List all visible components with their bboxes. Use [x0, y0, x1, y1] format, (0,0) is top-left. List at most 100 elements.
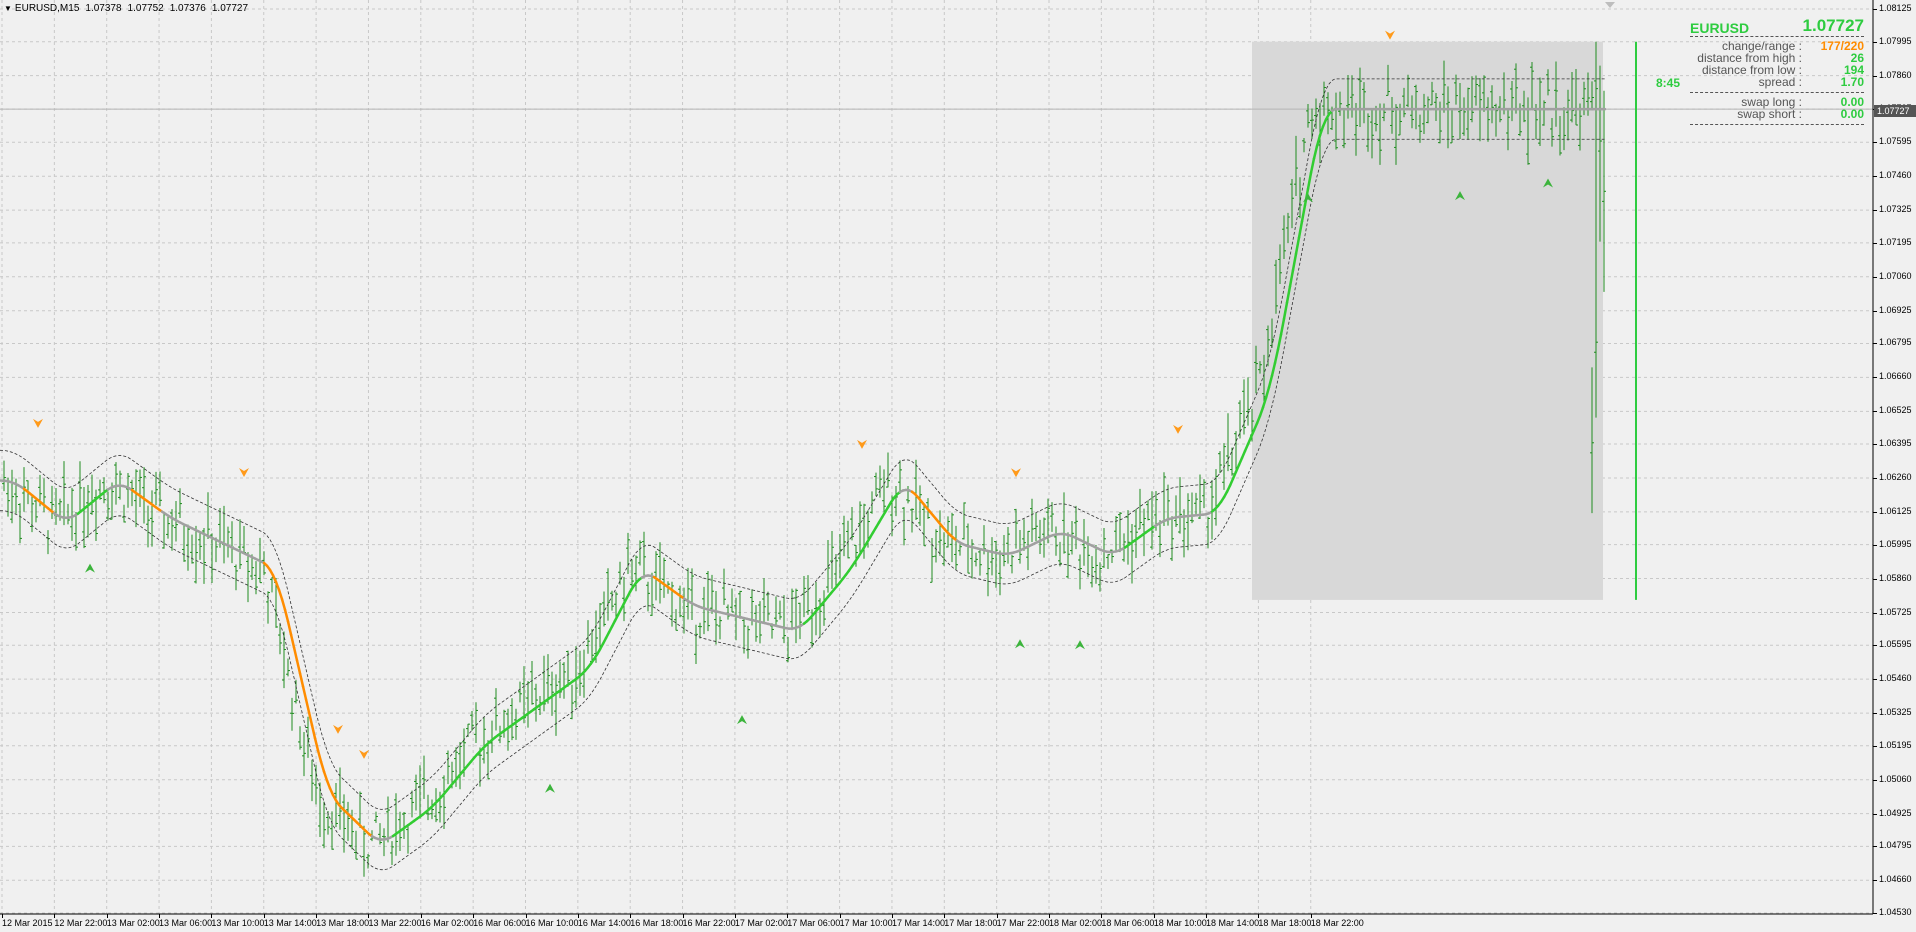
ohlc-bar [442, 775, 446, 829]
ohlc-bar [742, 617, 746, 654]
sell-arrow-icon [857, 439, 867, 449]
ohlc-bar [1170, 516, 1174, 562]
price-tick-mark [1873, 779, 1877, 781]
time-tick-label: 17 Mar 02:00 [734, 918, 788, 928]
ohlc-bar [1486, 97, 1490, 142]
price-tick-mark [1873, 511, 1877, 513]
buy-arrow-icon [1075, 640, 1085, 650]
shift-marker-icon[interactable] [1605, 2, 1615, 8]
ohlc-bar [142, 467, 146, 524]
time-tick-mark [525, 914, 527, 918]
ma-segment [1318, 125, 1325, 137]
ohlc-bar [1322, 81, 1326, 116]
ohlc-open: 1.07378 [85, 3, 122, 14]
ohlc-bar [1358, 67, 1362, 127]
ohlc-bar [718, 616, 722, 640]
ohlc-bar [154, 471, 158, 506]
buy-arrow-icon [1543, 178, 1553, 188]
ohlc-bar [910, 508, 914, 533]
ohlc-bar [746, 625, 750, 659]
price-tick-mark [1873, 544, 1877, 546]
ohlc-bar [1034, 512, 1038, 542]
ohlc-bar [658, 542, 662, 604]
ma-segment [292, 646, 299, 662]
sell-arrow-icon [359, 749, 369, 759]
ohlc-bar [1070, 520, 1074, 555]
ohlc-bar [1254, 345, 1258, 394]
ohlc-bar [1242, 379, 1246, 435]
ohlc-bar [714, 590, 718, 645]
time-tick-mark [891, 914, 893, 918]
sell-arrow-icon [33, 418, 43, 428]
price-tick-label: 1.05595 [1879, 639, 1912, 650]
time-tick-label: 16 Mar 10:00 [525, 918, 579, 928]
ohlc-bar [102, 477, 106, 504]
ohlc-bar [194, 525, 198, 584]
ohlc-bar [1406, 74, 1410, 108]
ohlc-bar [1162, 472, 1166, 527]
time-tick-label: 16 Mar 18:00 [630, 918, 684, 928]
ohlc-bar [1058, 541, 1062, 567]
ohlc-bar [802, 575, 806, 618]
ohlc-bar [486, 740, 490, 780]
ohlc-bar [510, 698, 514, 741]
ohlc-bar [1106, 554, 1110, 570]
ohlc-bar [586, 620, 590, 654]
stat-row: distance from low : 194 [1690, 64, 1864, 76]
ohlc-bar [762, 578, 766, 624]
ohlc-bar [1226, 413, 1230, 472]
ohlc-bar [1366, 113, 1370, 152]
ma-segment [1312, 144, 1319, 160]
ohlc-bar [166, 515, 170, 539]
price-tick-label: 1.05995 [1879, 538, 1912, 549]
ohlc-bar [654, 551, 658, 601]
ohlc-bar [1574, 69, 1578, 126]
ma-segment [1321, 118, 1328, 128]
ohlc-bar [546, 654, 550, 704]
ohlc-bar [74, 511, 78, 551]
ohlc-bar [1538, 77, 1542, 147]
ohlc-bar [1126, 510, 1130, 565]
ohlc-bar [966, 523, 970, 574]
price-tick-label: 1.04530 [1879, 907, 1912, 917]
ohlc-bar [470, 710, 474, 731]
ohlc-bar [858, 501, 862, 554]
price-tick-label: 1.05325 [1879, 707, 1912, 718]
ohlc-bar [2, 460, 6, 492]
ohlc-bar [1514, 63, 1518, 114]
ohlc-bar [230, 521, 234, 564]
price-tick-label: 1.05060 [1879, 773, 1912, 784]
price-tick-label: 1.07325 [1879, 204, 1912, 215]
ohlc-bar [1490, 85, 1494, 124]
ohlc-bar [550, 671, 554, 716]
ohlc-bar [1422, 93, 1426, 135]
ma-segment [313, 736, 320, 752]
ohlc-bar [18, 503, 22, 544]
ohlc-bar [1338, 91, 1342, 116]
ohlc-bar [1590, 81, 1594, 111]
ohlc-bar [1314, 98, 1318, 129]
ohlc-bar [302, 732, 306, 777]
triangle-down-icon[interactable]: ▼ [4, 4, 12, 13]
swap-row: swap long : 0.00 [1690, 96, 1864, 108]
price-tick-mark [1873, 210, 1877, 212]
ohlc-bar [1198, 474, 1202, 519]
ohlc-bar [134, 469, 138, 528]
ohlc-bar [1026, 530, 1030, 571]
ohlc-bar [1194, 492, 1198, 515]
ohlc-bar [1178, 477, 1182, 534]
ohlc-bar [642, 531, 646, 579]
ma-segment [280, 597, 287, 611]
ohlc-bar [1522, 90, 1526, 123]
ohlc-bar [1550, 118, 1554, 147]
ohlc-bar [1446, 86, 1450, 149]
stat-row-label: distance from low : [1701, 63, 1802, 77]
ohlc-bar [238, 519, 242, 569]
price-tick-label: 1.07860 [1879, 69, 1912, 80]
time-tick-label: 13 Mar 06:00 [159, 918, 213, 928]
ma-segment [322, 770, 329, 782]
ohlc-bar [646, 581, 650, 612]
ohlc-bar [958, 544, 962, 556]
